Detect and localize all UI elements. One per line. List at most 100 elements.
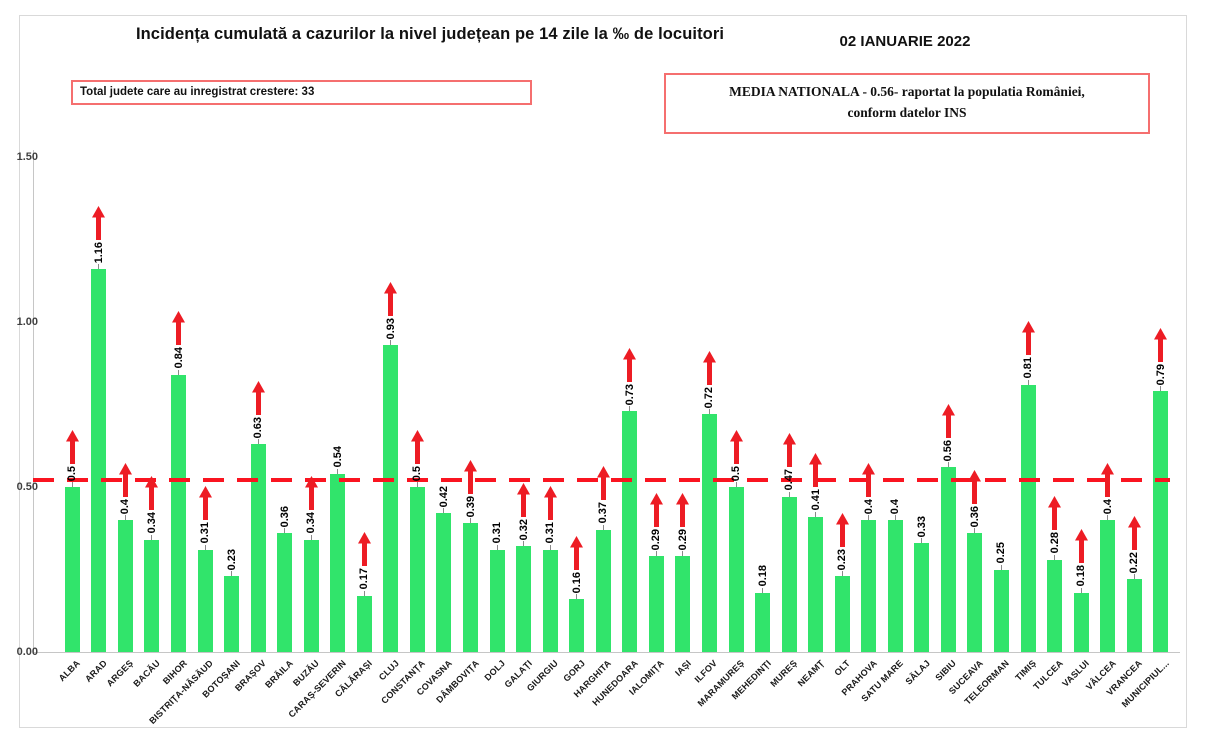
label-leader-line [257, 439, 259, 445]
bar-annotation-bacău: 0.34 [141, 476, 163, 540]
x-axis-label-alba: ALBA [57, 658, 83, 684]
label-leader-line [974, 528, 976, 534]
increase-arrow-icon [968, 469, 982, 504]
bar-annotation-alba: 0.5 [61, 429, 83, 487]
bar-annotation-maramureș: 0.5 [725, 429, 747, 487]
label-leader-line [204, 544, 206, 550]
bar-annotation-brașov: 0.63 [247, 380, 269, 445]
bar-annotation-iași: 0.29 [672, 492, 694, 557]
label-leader-line [788, 491, 790, 497]
bar-value-label: 0.5 [730, 465, 742, 481]
increase-arrow-icon [118, 462, 132, 497]
bar-harghita [595, 529, 611, 652]
bar-annotation-bihor: 0.84 [168, 311, 190, 375]
bar-value-label: 0.31 [491, 522, 503, 544]
bar-hunedoara [622, 411, 638, 652]
increase-arrow-icon [782, 433, 796, 468]
label-leader-line [868, 515, 870, 520]
national-average-line1: MEDIA NATIONALA - 0.56- raportat la popu… [729, 84, 1085, 99]
bar-annotation-argeș: 0.4 [114, 462, 136, 520]
increase-arrow-icon [570, 535, 584, 570]
bar-teleorman [993, 569, 1009, 652]
bar-value-label: 0.73 [623, 383, 636, 406]
bar-value-label: 0.63 [252, 416, 265, 439]
bar-annotation-galați: 0.32 [513, 482, 535, 547]
bar-value-label: 0.28 [1048, 532, 1061, 554]
increase-arrow-icon [304, 476, 318, 511]
bar-annotation-sălaj: 0.33 [911, 516, 933, 544]
x-axis-label-olt: OLT [832, 658, 853, 678]
bar-annotation-arad: 1.16 [88, 205, 110, 270]
label-leader-line [1054, 554, 1055, 560]
label-leader-line [284, 528, 286, 534]
bar-value-label: 0.4 [1101, 498, 1114, 514]
bar-value-label: 0.4 [889, 498, 902, 514]
bar-annotation-dolj: 0.31 [486, 522, 508, 550]
label-leader-line [416, 482, 418, 487]
bar-annotation-călărași: 0.17 [353, 532, 375, 596]
report-date: 02 IANUARIE 2022 [839, 33, 971, 50]
bar-annotation-brăila: 0.36 [274, 506, 296, 534]
bar-value-label: 0.23 [836, 548, 849, 571]
bar-annotation-constanța: 0.5 [406, 429, 428, 487]
bar-value-label: 0.18 [756, 565, 769, 587]
bar-gorj [569, 599, 585, 652]
bar-value-label: 0.56 [942, 439, 955, 462]
bar-value-label: 0.47 [783, 469, 796, 491]
label-leader-line [1160, 386, 1162, 392]
bar-annotation-gorj: 0.16 [566, 535, 588, 600]
increase-arrow-icon [1127, 515, 1141, 550]
bar-brăila [277, 533, 293, 652]
bar-ilfov [701, 414, 717, 652]
label-leader-line [576, 594, 578, 600]
bar-annotation-suceava: 0.36 [964, 469, 986, 534]
bar-annotation-teleorman: 0.25 [990, 542, 1012, 570]
bar-argeș [117, 520, 133, 652]
bar-iași [675, 556, 691, 652]
bar-arad [91, 269, 107, 652]
bar-value-label: 0.41 [809, 489, 822, 511]
bar-value-label: 0.17 [358, 568, 371, 590]
bar-value-label: 0.22 [1128, 551, 1141, 574]
bar-buzău [303, 539, 319, 652]
label-leader-line [894, 515, 896, 520]
bar-dolj [489, 549, 505, 652]
increase-arrow-icon [835, 512, 849, 547]
bar-annotation-mureș: 0.47 [778, 433, 800, 497]
label-leader-line [629, 406, 631, 412]
bar-olt [834, 576, 850, 652]
national-average-line2: conform datelor INS [847, 104, 967, 120]
bar-maramureș [728, 487, 744, 652]
bar-value-label: 1.16 [92, 241, 105, 264]
bar-cluj [383, 345, 399, 652]
bar-value-label: 0.18 [1075, 565, 1088, 587]
bar-annotation-vâlcea: 0.4 [1097, 462, 1119, 520]
label-leader-line [496, 544, 498, 550]
y-tick-0: 0.00 [16, 646, 38, 658]
label-leader-line [1133, 574, 1135, 580]
x-axis-label-cluj: CLUJ [376, 658, 401, 683]
increase-arrow-icon [702, 350, 716, 385]
bar-value-label: 0.34 [145, 512, 158, 534]
bar-value-label: 0.81 [1022, 357, 1034, 379]
bar-mehedinți [755, 592, 770, 652]
increase-arrow-icon [145, 476, 159, 511]
bar-botoșani [224, 576, 240, 652]
bar-annotation-neamț: 0.41 [805, 453, 827, 517]
bar-value-label: 0.31 [544, 522, 557, 544]
bar-ialomița [648, 556, 664, 652]
increase-arrow-icon [65, 429, 79, 464]
bar-tulcea [1047, 559, 1062, 652]
bar-caraș-severin [330, 473, 346, 652]
label-leader-line [124, 515, 126, 520]
label-leader-line [337, 468, 339, 474]
label-leader-line [470, 518, 471, 524]
bar-annotation-buzău: 0.34 [300, 476, 322, 540]
bar-value-label: 0.84 [172, 347, 185, 369]
bar-value-label: 0.34 [305, 512, 318, 534]
bar-value-label: 0.25 [995, 542, 1008, 564]
label-leader-line [1107, 515, 1109, 520]
increase-arrow-icon [729, 429, 743, 464]
bar-prahova [861, 520, 877, 652]
bar-value-label: 0.31 [199, 522, 211, 544]
